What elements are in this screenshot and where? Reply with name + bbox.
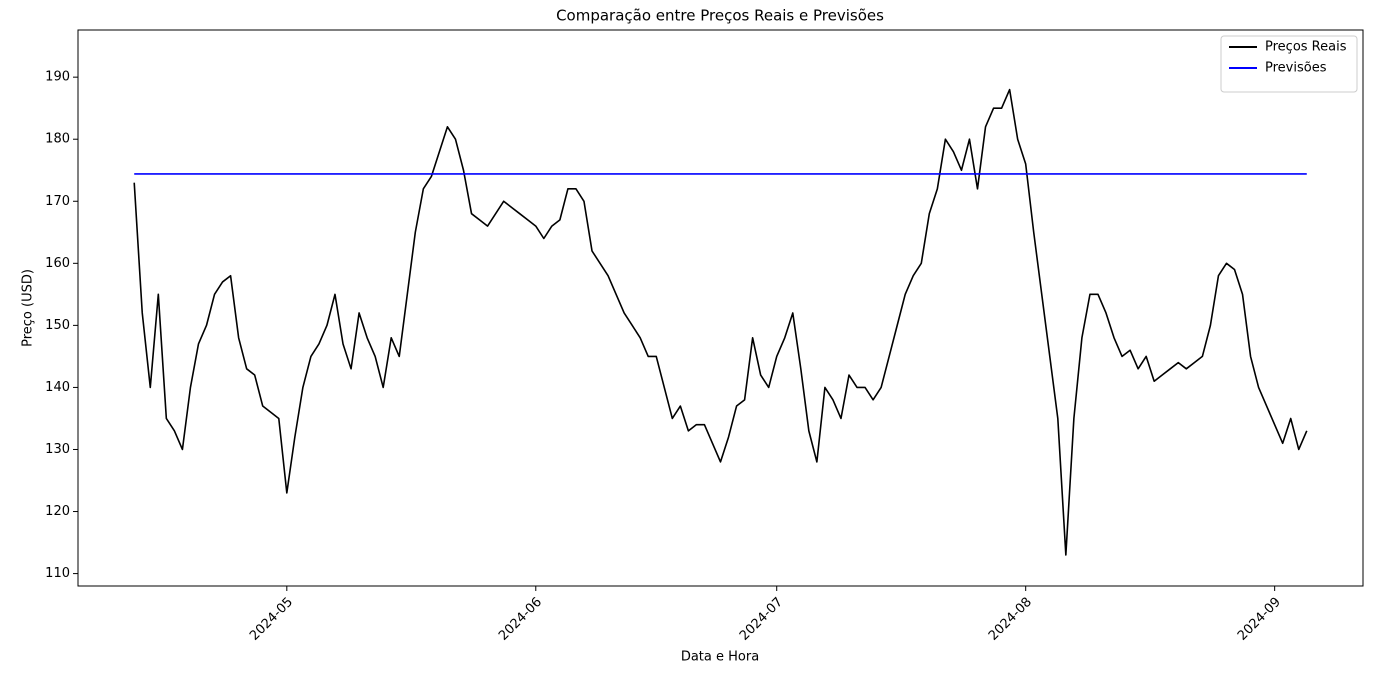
legend-label: Preços Reais <box>1265 40 1347 55</box>
legend-label: Previsões <box>1265 61 1327 76</box>
y-axis-label: Preço (USD) <box>21 269 36 347</box>
y-tick-label: 140 <box>45 380 70 395</box>
x-tick-label: 2024-08 <box>986 595 1035 644</box>
y-tick-label: 170 <box>45 194 70 209</box>
y-tick-label: 160 <box>45 256 70 271</box>
y-tick-label: 110 <box>45 566 70 581</box>
y-tick-label: 180 <box>45 132 70 147</box>
chart-title: Comparação entre Preços Reais e Previsõe… <box>556 7 884 25</box>
plot-frame <box>77 29 1364 587</box>
x-tick-label: 2024-06 <box>496 595 545 644</box>
x-axis-label: Data e Hora <box>681 650 759 665</box>
x-tick-label: 2024-09 <box>1235 595 1284 644</box>
legend-box <box>1220 35 1358 93</box>
x-tick-label: 2024-05 <box>247 595 296 644</box>
y-tick-label: 150 <box>45 318 70 333</box>
y-tick-label: 130 <box>45 442 70 457</box>
series-line <box>133 88 1308 556</box>
y-tick-label: 190 <box>45 70 70 85</box>
y-tick-label: 120 <box>45 504 70 519</box>
x-tick-label: 2024-07 <box>737 595 786 644</box>
